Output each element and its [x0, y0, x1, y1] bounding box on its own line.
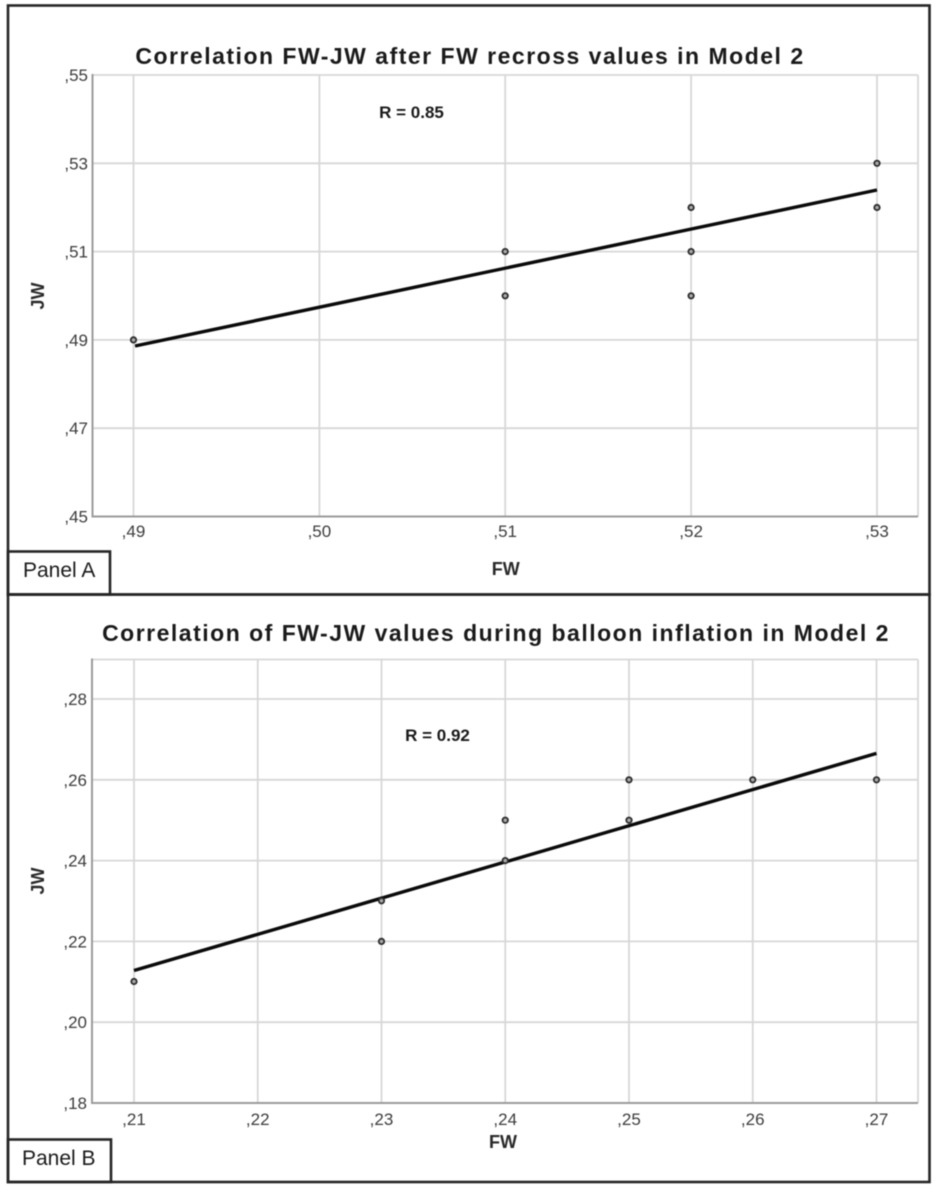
- svg-text:,28: ,28: [63, 690, 87, 709]
- svg-text:Correlation of FW-JW values du: Correlation of FW-JW values during ballo…: [102, 620, 890, 646]
- svg-text:,53: ,53: [865, 522, 889, 541]
- svg-text:,55: ,55: [64, 66, 88, 85]
- svg-text:,21: ,21: [122, 1110, 146, 1129]
- svg-text:,22: ,22: [63, 932, 87, 951]
- svg-text:,45: ,45: [64, 508, 88, 527]
- svg-text:FW: FW: [492, 559, 520, 579]
- svg-text:,51: ,51: [64, 243, 88, 262]
- svg-text:R = 0.85: R = 0.85: [379, 103, 444, 122]
- svg-text:Correlation FW-JW after FW rec: Correlation FW-JW after FW recross value…: [135, 43, 804, 69]
- svg-text:R = 0.92: R = 0.92: [405, 726, 470, 745]
- svg-text:,52: ,52: [679, 522, 703, 541]
- svg-text:,27: ,27: [865, 1110, 889, 1129]
- svg-text:,25: ,25: [617, 1110, 641, 1129]
- svg-text:,18: ,18: [63, 1094, 87, 1113]
- svg-text:,22: ,22: [246, 1110, 270, 1129]
- svg-text:Panel B: Panel B: [22, 1147, 96, 1170]
- svg-text:,49: ,49: [122, 522, 146, 541]
- svg-text:,47: ,47: [64, 419, 88, 438]
- svg-text:Panel A: Panel A: [23, 559, 95, 582]
- svg-text:,20: ,20: [63, 1013, 87, 1032]
- svg-text:JW: JW: [28, 282, 48, 309]
- svg-text:,50: ,50: [308, 522, 332, 541]
- svg-text:JW: JW: [28, 867, 48, 894]
- svg-text:,26: ,26: [741, 1110, 765, 1129]
- svg-text:,24: ,24: [493, 1110, 517, 1129]
- svg-text:,23: ,23: [370, 1110, 394, 1129]
- svg-text:,53: ,53: [64, 154, 88, 173]
- svg-text:,26: ,26: [63, 771, 87, 790]
- svg-text:,51: ,51: [493, 522, 517, 541]
- svg-text:,49: ,49: [64, 331, 88, 350]
- svg-text:FW: FW: [489, 1132, 517, 1152]
- svg-text:,24: ,24: [63, 852, 87, 871]
